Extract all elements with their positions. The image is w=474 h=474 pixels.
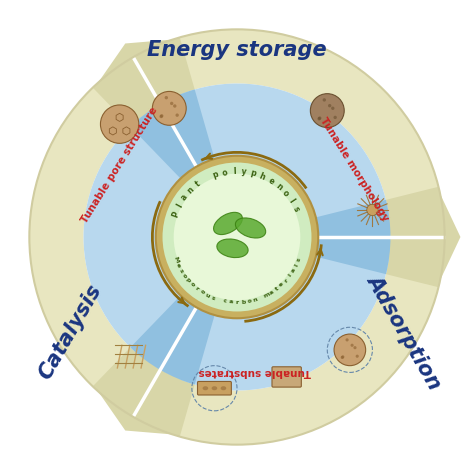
Text: o: o <box>181 273 187 279</box>
Text: a: a <box>290 267 296 273</box>
Circle shape <box>334 116 337 119</box>
Circle shape <box>341 356 344 359</box>
Text: m: m <box>263 292 271 299</box>
Text: Energy storage: Energy storage <box>147 40 327 60</box>
Circle shape <box>100 105 139 143</box>
Text: l: l <box>293 263 299 267</box>
Text: p: p <box>185 277 191 284</box>
Text: n: n <box>274 182 284 192</box>
Text: l: l <box>175 202 184 209</box>
FancyBboxPatch shape <box>198 382 231 395</box>
Text: P: P <box>170 210 181 219</box>
Text: Adsorption: Adsorption <box>363 271 445 392</box>
Text: s: s <box>210 295 216 301</box>
Wedge shape <box>130 90 215 179</box>
Polygon shape <box>182 160 212 177</box>
Text: r: r <box>236 300 238 305</box>
Text: Tunable morphology: Tunable morphology <box>318 116 391 223</box>
Text: n: n <box>186 185 196 196</box>
Text: t: t <box>274 286 280 292</box>
Text: Tunable substrates: Tunable substrates <box>199 367 311 377</box>
Text: a: a <box>228 300 233 305</box>
Polygon shape <box>307 220 317 254</box>
Text: c: c <box>222 299 227 304</box>
Wedge shape <box>316 200 391 274</box>
Circle shape <box>163 163 311 311</box>
Text: e: e <box>266 176 275 186</box>
Ellipse shape <box>217 239 248 257</box>
Circle shape <box>356 355 359 358</box>
Text: M: M <box>172 255 179 263</box>
Ellipse shape <box>236 218 266 238</box>
Wedge shape <box>180 248 389 391</box>
Text: r: r <box>283 278 289 283</box>
Ellipse shape <box>211 386 217 390</box>
Circle shape <box>331 107 335 110</box>
Text: u: u <box>204 292 210 299</box>
Circle shape <box>341 356 345 358</box>
Circle shape <box>152 91 186 125</box>
Text: r: r <box>194 286 200 292</box>
Text: h: h <box>258 172 267 182</box>
Text: Catalysis: Catalysis <box>35 281 105 383</box>
Circle shape <box>310 94 344 128</box>
Circle shape <box>367 204 378 216</box>
Text: b: b <box>241 300 246 305</box>
Polygon shape <box>98 351 190 435</box>
Circle shape <box>318 117 321 120</box>
Text: o: o <box>246 299 252 304</box>
Circle shape <box>170 102 173 105</box>
Text: o: o <box>221 168 228 178</box>
Circle shape <box>173 173 301 301</box>
Text: p: p <box>249 169 257 179</box>
Text: o: o <box>199 289 205 296</box>
Circle shape <box>328 104 331 108</box>
Text: s: s <box>178 268 184 273</box>
Wedge shape <box>93 37 195 127</box>
Wedge shape <box>386 187 445 287</box>
Text: p: p <box>211 170 219 181</box>
Circle shape <box>318 117 321 120</box>
Text: s: s <box>292 205 301 213</box>
Text: o: o <box>281 188 291 198</box>
Text: y: y <box>241 167 247 177</box>
Text: n: n <box>252 297 258 303</box>
Wedge shape <box>130 295 215 384</box>
Wedge shape <box>159 29 443 216</box>
Wedge shape <box>29 73 143 401</box>
Text: s: s <box>295 257 301 262</box>
Wedge shape <box>180 83 389 226</box>
Circle shape <box>350 344 354 347</box>
FancyBboxPatch shape <box>272 367 301 387</box>
Ellipse shape <box>202 386 208 390</box>
Text: o: o <box>189 282 196 288</box>
Ellipse shape <box>214 212 242 235</box>
Circle shape <box>173 104 176 108</box>
Wedge shape <box>83 116 187 358</box>
Text: Tunable pore structure: Tunable pore structure <box>80 105 160 225</box>
Wedge shape <box>93 347 195 437</box>
Circle shape <box>323 98 326 101</box>
Circle shape <box>160 114 164 118</box>
Text: i: i <box>287 273 292 278</box>
Text: l: l <box>233 167 236 176</box>
Ellipse shape <box>220 386 226 390</box>
Circle shape <box>159 115 163 118</box>
Text: t: t <box>194 180 202 189</box>
Polygon shape <box>98 39 190 123</box>
Circle shape <box>164 96 168 100</box>
Circle shape <box>156 156 318 318</box>
Circle shape <box>346 338 349 341</box>
Circle shape <box>354 346 356 349</box>
Text: e: e <box>278 282 285 288</box>
Wedge shape <box>159 258 443 445</box>
Text: e: e <box>175 262 181 268</box>
Circle shape <box>334 334 365 365</box>
Polygon shape <box>182 297 212 314</box>
Text: a: a <box>180 193 190 202</box>
Polygon shape <box>387 194 460 280</box>
Text: l: l <box>287 197 296 204</box>
Circle shape <box>175 113 179 117</box>
Text: a: a <box>269 289 275 296</box>
